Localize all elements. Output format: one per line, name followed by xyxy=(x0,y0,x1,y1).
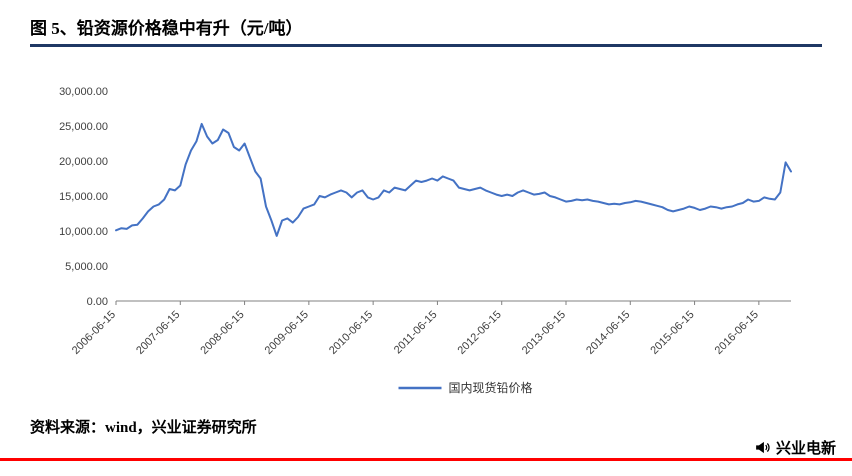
x-axis-label: 2012-06-15 xyxy=(456,309,504,357)
price-chart: 0.00 5,000.00 10,000.00 15,000.00 20,000.00 2… xyxy=(59,86,792,395)
x-axis-label: 2014-06-15 xyxy=(584,309,632,357)
x-axis-label: 2015-06-15 xyxy=(648,309,696,357)
x-axis-label: 2009-06-15 xyxy=(263,309,311,357)
brand-badge: 兴业电新 xyxy=(754,437,836,458)
y-axis-label: 0.00 xyxy=(87,296,108,308)
x-axis-label: 2011-06-15 xyxy=(392,309,440,357)
footer-divider xyxy=(0,458,852,461)
x-axis-label: 2007-06-15 xyxy=(134,309,182,357)
megaphone-icon xyxy=(756,441,770,454)
x-axis-label: 2010-06-15 xyxy=(327,309,375,357)
x-axis-label: 2006-06-15 xyxy=(70,309,118,357)
x-axis-label: 2016-06-15 xyxy=(713,309,761,357)
chart-area: 0.00 5,000.00 10,000.00 15,000.00 20,000.00 2… xyxy=(36,56,816,411)
x-axis-label: 2008-06-15 xyxy=(198,309,246,357)
y-axis-label: 25,000.00 xyxy=(59,121,108,133)
y-axis-labels: 0.00 5,000.00 10,000.00 15,000.00 20,000.00 2… xyxy=(59,86,108,308)
figure-title: 图 5、铅资源价格稳中有升（元/吨） xyxy=(30,19,303,38)
legend-label: 国内现货铅价格 xyxy=(449,380,533,395)
y-axis-label: 5,000.00 xyxy=(65,261,108,273)
y-axis-label: 20,000.00 xyxy=(59,156,108,168)
y-axis-label: 10,000.00 xyxy=(59,226,108,238)
legend: 国内现货铅价格 xyxy=(398,380,533,395)
x-axis-labels: 2006-06-15 2007-06-15 2008-06-15 2009-06-15… xyxy=(70,301,761,357)
brand-name: 兴业电新 xyxy=(775,441,836,457)
y-axis-label: 30,000.00 xyxy=(59,86,108,98)
title-divider xyxy=(30,44,822,47)
x-axis-label: 2013-06-15 xyxy=(520,309,568,357)
y-axis-label: 15,000.00 xyxy=(59,191,108,203)
price-line xyxy=(115,122,792,237)
source-note: 资料来源：wind，兴业证券研究所 xyxy=(30,420,257,436)
